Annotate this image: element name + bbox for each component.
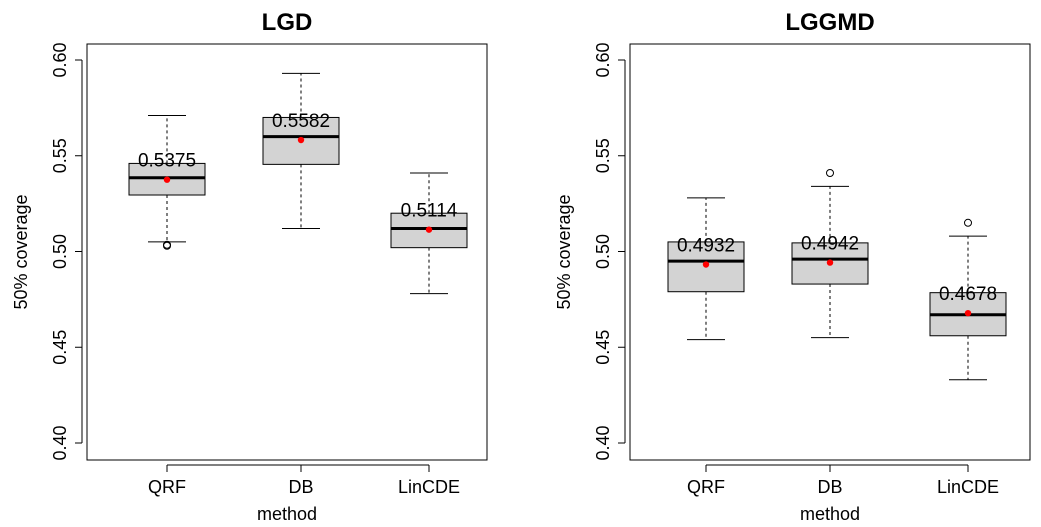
y-tick-label: 0.60 xyxy=(50,42,70,77)
mean-label: 0.4942 xyxy=(801,234,859,255)
y-tick-label: 0.45 xyxy=(593,330,613,365)
x-tick-label: QRF xyxy=(687,477,725,497)
y-tick-label: 0.40 xyxy=(50,425,70,460)
y-tick-label: 0.50 xyxy=(593,234,613,269)
y-tick-label: 0.45 xyxy=(50,330,70,365)
x-tick-label: DB xyxy=(817,477,842,497)
mean-point xyxy=(297,136,305,144)
outlier-point xyxy=(163,241,171,250)
x-axis-label: method xyxy=(257,504,317,524)
box-lincde: 0.5114 xyxy=(390,172,468,295)
chart-title: LGGMD xyxy=(785,9,874,36)
mean-label: 0.4932 xyxy=(677,236,735,257)
box-db: 0.4942 xyxy=(791,168,869,339)
x-tick-label: LinCDE xyxy=(398,477,460,497)
y-tick-label: 0.50 xyxy=(50,234,70,269)
outlier-point xyxy=(964,218,972,227)
mean-label: 0.5114 xyxy=(401,201,458,222)
box-lincde: 0.4678 xyxy=(929,218,1007,381)
y-tick-label: 0.55 xyxy=(50,138,70,173)
mean-label: 0.5375 xyxy=(138,151,196,172)
mean-point xyxy=(826,259,834,266)
x-axis-label: method xyxy=(800,504,860,524)
x-tick-label: LinCDE xyxy=(937,477,999,497)
mean-label: 0.5582 xyxy=(272,111,330,132)
x-tick-label: DB xyxy=(288,477,313,497)
mean-label: 0.4678 xyxy=(939,284,997,305)
box-db: 0.5582 xyxy=(262,72,340,230)
y-tick-label: 0.60 xyxy=(593,42,613,77)
chart-panel-lgd: LGD 0.40 0.45 0.50 0.55 0.60 50% coverage QRF DB… xyxy=(11,9,488,524)
chart-title: LGD xyxy=(262,9,313,36)
mean-point xyxy=(702,261,710,268)
x-tick-label: QRF xyxy=(148,477,186,497)
chart-panel-lggmd: LGGMD 0.40 0.45 0.50 0.55 0.60 50% coverage QRF… xyxy=(554,9,1031,524)
mean-point xyxy=(964,309,972,317)
box-qrf: 0.4932 xyxy=(667,197,745,341)
box-qrf: 0.5375 xyxy=(128,115,206,250)
y-axis-label: 50% coverage xyxy=(11,194,31,309)
mean-point xyxy=(163,176,171,183)
outlier-point xyxy=(826,168,834,177)
y-axis-label: 50% coverage xyxy=(554,194,574,309)
plot-frame xyxy=(86,43,488,461)
plot-frame xyxy=(629,43,1031,461)
mean-point xyxy=(425,226,433,233)
y-tick-label: 0.40 xyxy=(593,425,613,460)
y-tick-label: 0.55 xyxy=(593,138,613,173)
